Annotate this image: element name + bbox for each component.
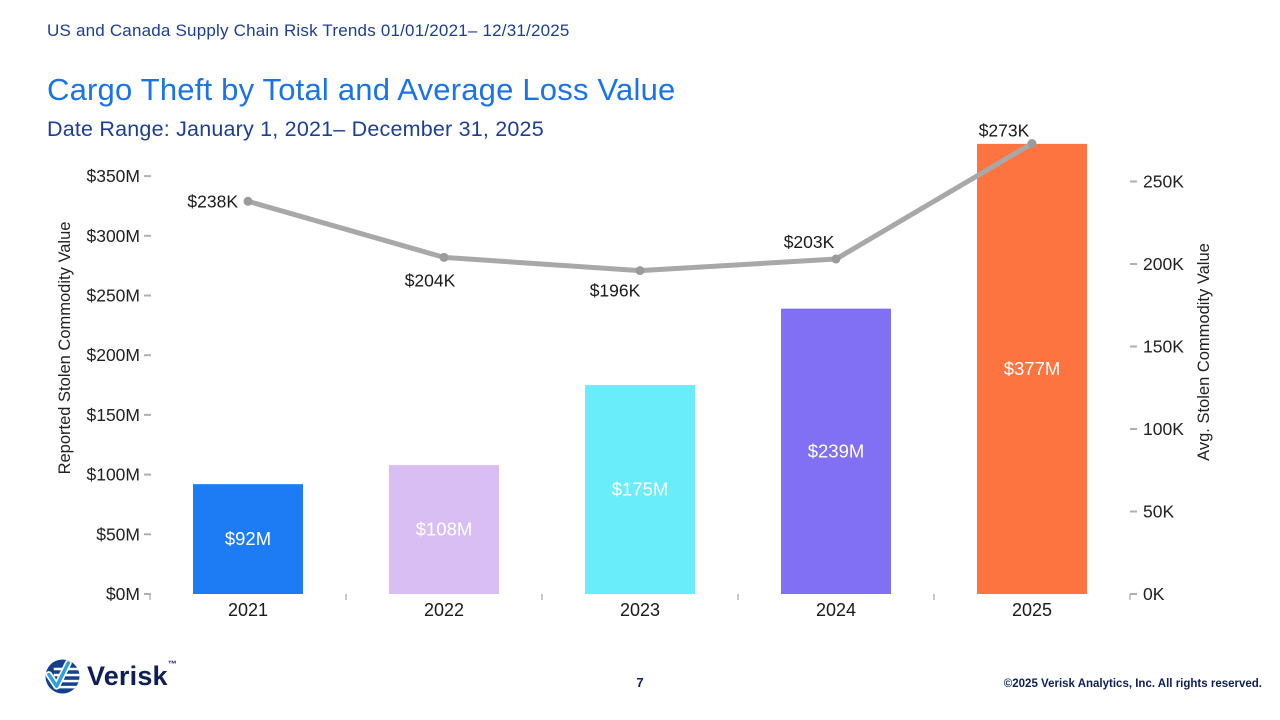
left-axis-tick-label: $300M <box>86 226 140 246</box>
bar-value-label: $175M <box>612 479 669 500</box>
line-point <box>635 266 645 276</box>
bar-value-label: $239M <box>808 440 865 461</box>
report-header: US and Canada Supply Chain Risk Trends 0… <box>47 21 570 40</box>
x-axis-label-2022: 2022 <box>424 600 464 620</box>
page-title: Cargo Theft by Total and Average Loss Va… <box>47 72 676 107</box>
line-point <box>831 254 841 264</box>
line-point-label: $203K <box>784 232 835 252</box>
left-axis-tick-label: $0M <box>106 584 140 604</box>
copyright-notice: ©2025 Verisk Analytics, Inc. All rights … <box>1003 678 1262 690</box>
line-point-label: $196K <box>590 281 641 301</box>
right-axis-tick-label: 0K <box>1143 584 1165 604</box>
line-point-label: $238K <box>187 191 238 211</box>
left-axis-tick-label: $350M <box>86 166 140 186</box>
bar-2021 <box>193 484 303 594</box>
chart-subtitle: Date Range: January 1, 2021– December 31… <box>47 117 544 141</box>
verisk-logo: Verisk™ <box>45 659 177 694</box>
left-axis-tick-label: $200M <box>86 345 140 365</box>
line-point-label: $204K <box>405 270 456 290</box>
bar-2022 <box>389 465 499 594</box>
left-axis-tick-label: $250M <box>86 286 140 306</box>
verisk-logo-mark-icon <box>45 659 80 694</box>
x-axis-label-2025: 2025 <box>1012 600 1052 620</box>
bar-value-label: $377M <box>1004 358 1061 379</box>
right-axis-tick-label: 100K <box>1143 419 1184 439</box>
bar-2023 <box>585 385 695 594</box>
bar-value-label: $108M <box>416 519 473 540</box>
right-axis-tick-label: 200K <box>1143 254 1184 274</box>
bar-2024 <box>781 308 891 594</box>
right-axis-tick-label: 250K <box>1143 172 1184 192</box>
left-axis-tick-label: $50M <box>96 524 140 544</box>
x-axis-label-2024: 2024 <box>816 600 856 620</box>
avg-loss-line <box>247 141 1034 274</box>
cargo-theft-chart: $0M $50M $100M $150M $200M $250M $300M $350M 0K 5… <box>56 121 1213 620</box>
x-axis-label-2021: 2021 <box>228 600 268 620</box>
right-axis-tick-label: 50K <box>1143 502 1174 522</box>
left-axis-tick-label: $100M <box>86 465 140 485</box>
line-point <box>1027 139 1037 149</box>
line-point <box>243 196 253 206</box>
right-axis-title: Avg. Stolen Commodity Value <box>1195 243 1213 461</box>
trademark-symbol: ™ <box>167 659 177 669</box>
left-axis-tick-label: $150M <box>86 405 140 425</box>
right-axis-tick-label: 150K <box>1143 337 1184 357</box>
x-axis-label-2023: 2023 <box>620 600 660 620</box>
verisk-logo-text: Verisk™ <box>87 659 177 691</box>
left-axis-title: Reported Stolen Commodity Value <box>56 222 74 475</box>
line-point-label: $273K <box>979 121 1030 141</box>
bar-value-label: $92M <box>225 528 271 549</box>
page-number: 7 <box>636 675 644 690</box>
bar-2025 <box>977 143 1087 594</box>
line-point <box>439 252 449 262</box>
